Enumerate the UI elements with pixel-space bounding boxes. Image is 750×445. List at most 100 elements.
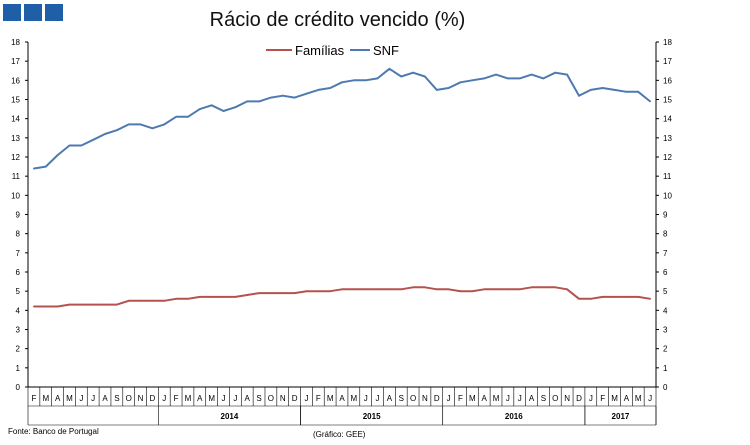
data-point-snf: [258, 100, 260, 103]
data-point-familias: [483, 288, 486, 291]
y-tick-label-left: 11: [12, 172, 21, 181]
y-tick-label-left: 4: [16, 306, 21, 315]
data-point-snf: [270, 96, 272, 99]
x-tick-label: S: [541, 394, 546, 403]
y-tick-label-left: 3: [16, 326, 21, 335]
y-tick-label-right: 0: [663, 383, 668, 392]
data-point-familias: [198, 296, 201, 298]
chart-title: Rácio de crédito vencido (%): [209, 9, 466, 31]
data-point-familias: [400, 288, 403, 291]
x-tick-label: A: [245, 394, 251, 403]
data-point-snf: [459, 81, 462, 84]
x-tick-label: D: [292, 394, 298, 403]
x-tick-label: J: [162, 394, 166, 403]
data-point-familias: [258, 292, 260, 294]
y-tick-label-left: 12: [11, 153, 20, 162]
data-point-familias: [80, 303, 83, 306]
x-tick-label: J: [589, 394, 593, 403]
x-tick-label: N: [564, 394, 570, 403]
data-point-familias: [222, 296, 225, 298]
data-point-snf: [163, 123, 166, 126]
x-tick-label: A: [482, 394, 488, 403]
data-point-snf: [44, 165, 47, 168]
x-tick-label: F: [31, 394, 36, 403]
data-point-familias: [329, 290, 332, 293]
x-tick-label: A: [102, 394, 108, 403]
y-tick-label-right: 5: [663, 287, 668, 296]
y-tick-label-right: 4: [663, 306, 668, 315]
data-point-snf: [305, 92, 308, 95]
data-point-snf: [400, 75, 403, 78]
x-tick-label: J: [364, 394, 368, 403]
data-point-snf: [507, 77, 509, 80]
x-tick-label: F: [458, 394, 463, 403]
y-tick-label-left: 14: [11, 115, 20, 124]
x-tick-label: O: [268, 394, 274, 403]
data-point-familias: [507, 288, 509, 291]
x-tick-label: A: [387, 394, 393, 403]
y-tick-label-right: 2: [663, 345, 668, 354]
data-point-familias: [116, 303, 118, 306]
data-point-snf: [447, 87, 450, 89]
data-point-snf: [364, 79, 367, 82]
data-point-familias: [589, 297, 592, 300]
x-tick-label: S: [114, 394, 119, 403]
data-point-familias: [317, 290, 320, 293]
data-point-familias: [578, 297, 580, 300]
y-tick-label-right: 16: [663, 76, 672, 85]
x-tick-label: O: [410, 394, 416, 403]
data-point-snf: [56, 154, 59, 157]
y-tick-label-right: 15: [663, 96, 672, 105]
y-tick-label-left: 17: [11, 57, 20, 66]
x-tick-label: S: [399, 394, 404, 403]
data-point-snf: [104, 133, 106, 135]
y-tick-label-right: 8: [663, 230, 668, 239]
data-point-snf: [234, 106, 237, 109]
data-point-snf: [210, 104, 213, 107]
data-point-familias: [139, 299, 142, 302]
data-point-snf: [198, 108, 201, 110]
y-tick-label-left: 1: [16, 364, 21, 373]
data-point-snf: [376, 77, 379, 80]
data-point-familias: [518, 288, 521, 291]
x-tick-label: M: [208, 394, 215, 403]
data-point-snf: [471, 79, 474, 82]
x-tick-label: D: [576, 394, 582, 403]
data-point-snf: [412, 71, 414, 74]
x-tick-label: M: [42, 394, 49, 403]
x-tick-label: J: [447, 394, 451, 403]
data-point-familias: [151, 299, 154, 302]
x-tick-label: M: [66, 394, 73, 403]
y-tick-label-right: 12: [663, 153, 672, 162]
logo-square: [3, 4, 21, 21]
logo-square: [45, 4, 63, 21]
data-point-snf: [554, 71, 557, 74]
data-point-snf: [139, 123, 142, 126]
x-tick-label: J: [518, 394, 522, 403]
data-point-familias: [270, 292, 272, 294]
y-tick-label-left: 6: [16, 268, 21, 277]
data-point-familias: [305, 290, 308, 293]
data-point-snf: [613, 89, 616, 91]
data-point-snf: [483, 77, 486, 80]
data-point-familias: [376, 288, 379, 291]
x-tick-label: M: [611, 394, 618, 403]
y-tick-label-right: 1: [663, 364, 668, 373]
x-tick-label: A: [55, 394, 61, 403]
x-tick-label: M: [351, 394, 358, 403]
x-tick-label: N: [138, 394, 144, 403]
year-label: 2017: [612, 412, 630, 421]
data-point-snf: [566, 73, 568, 76]
data-point-familias: [459, 290, 462, 293]
x-tick-label: F: [600, 394, 605, 403]
y-tick-label-left: 5: [16, 287, 21, 296]
data-point-familias: [613, 296, 616, 298]
x-tick-label: A: [624, 394, 630, 403]
x-tick-label: A: [197, 394, 203, 403]
data-point-familias: [163, 299, 166, 302]
data-point-snf: [151, 127, 154, 130]
x-tick-label: F: [316, 394, 321, 403]
data-point-snf: [116, 129, 118, 132]
year-label: 2014: [221, 412, 239, 421]
x-tick-label: A: [339, 394, 345, 403]
